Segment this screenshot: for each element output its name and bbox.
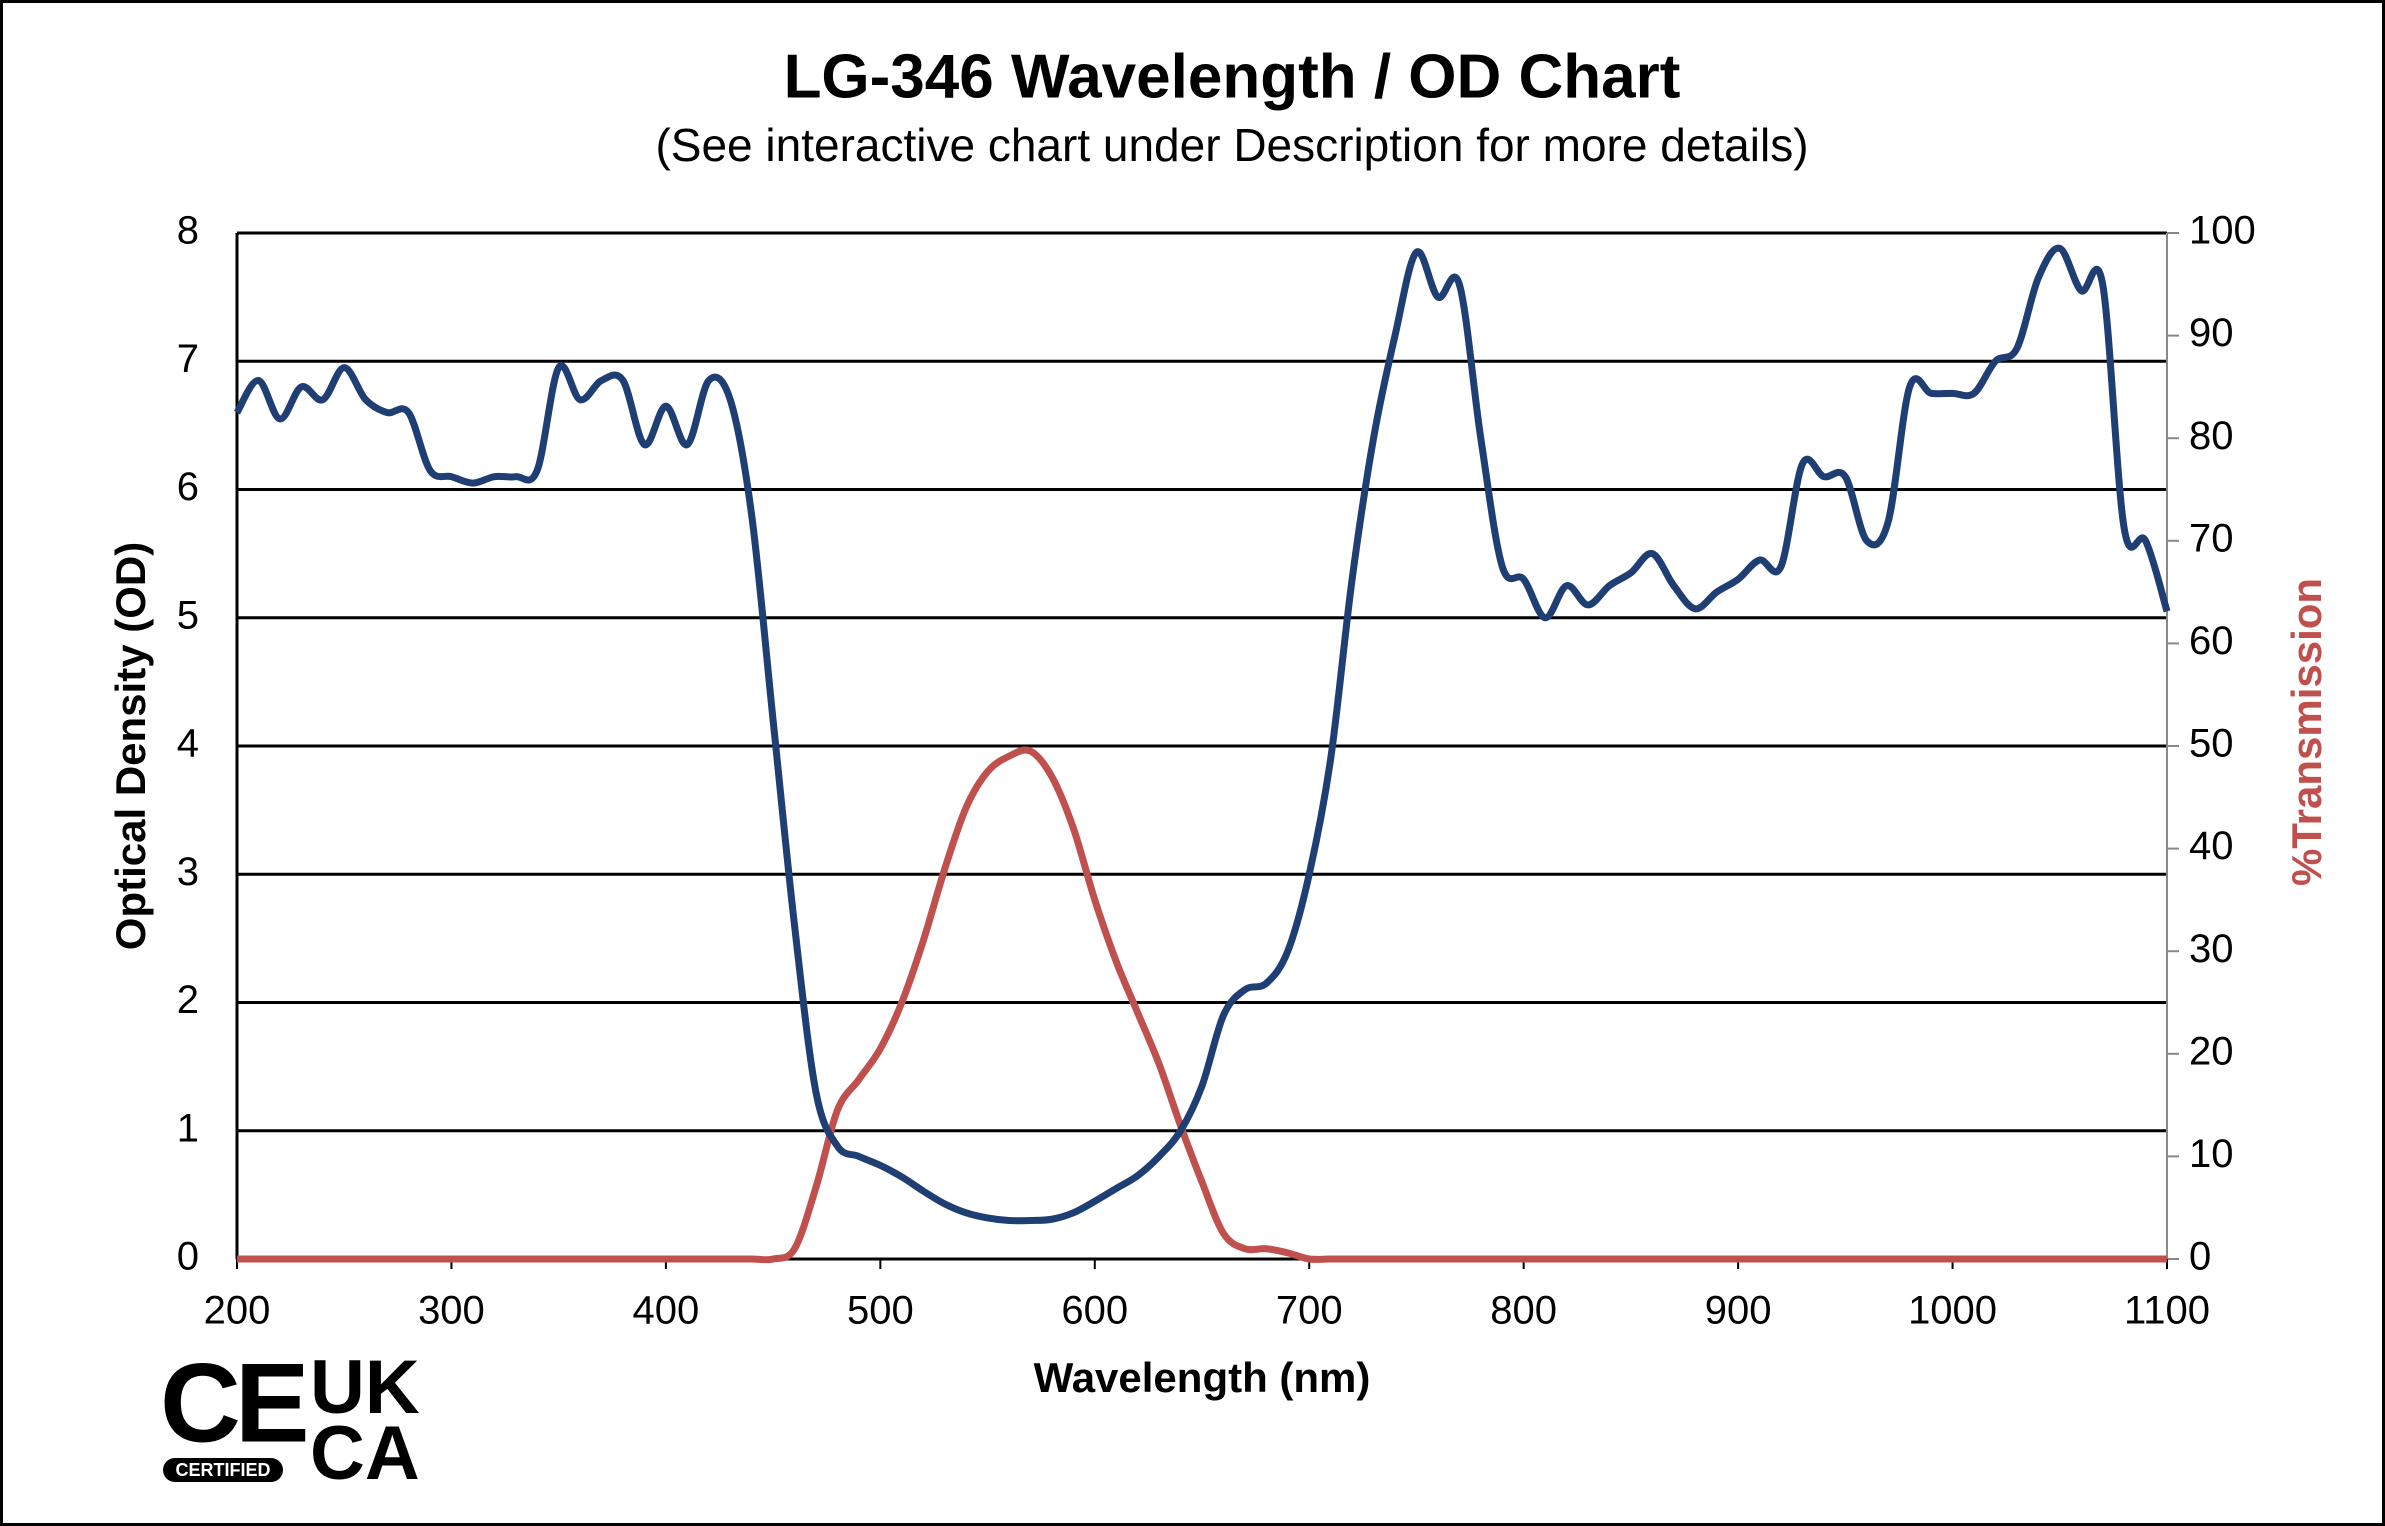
data-line xyxy=(236,746,2167,1264)
y-axis-label: Optical Density (OD) xyxy=(107,542,154,950)
logo-ca: CA xyxy=(310,1411,420,1496)
x-tick-label: 1000 xyxy=(1908,1289,1997,1333)
logo-certified: CERTIFIED xyxy=(175,1460,270,1480)
y2-tick-label: 10 xyxy=(2189,1132,2234,1176)
x-tick-label: 200 xyxy=(204,1289,271,1333)
y2-axis-label: %Transmission xyxy=(2283,578,2330,886)
y2-tick-label: 90 xyxy=(2189,311,2234,355)
logo-ce: CE xyxy=(160,1341,306,1466)
y2-tick-label: 100 xyxy=(2189,209,2256,253)
y-tick-label: 2 xyxy=(177,978,199,1022)
y-tick-label: 8 xyxy=(177,209,199,253)
y-tick-label: 5 xyxy=(177,593,199,637)
x-tick-label: 600 xyxy=(1061,1289,1128,1333)
y-tick-label: 0 xyxy=(177,1235,199,1279)
chart-subtitle: (See interactive chart under Description… xyxy=(655,119,1808,171)
y-tick-label: 7 xyxy=(177,337,199,381)
logo-uk: UK xyxy=(310,1345,420,1430)
y2-tick-label: 40 xyxy=(2189,824,2234,868)
y2-tick-label: 70 xyxy=(2189,516,2234,560)
x-axis-label: Wavelength (nm) xyxy=(1034,1354,1371,1401)
y2-tick-label: 0 xyxy=(2189,1235,2211,1279)
y2-tick-label: 80 xyxy=(2189,414,2234,458)
y-tick-label: 6 xyxy=(177,465,199,509)
data-line xyxy=(233,244,2171,1225)
y2-tick-label: 50 xyxy=(2189,722,2234,766)
chart-title: LG-346 Wavelength / OD Chart xyxy=(784,42,1681,111)
certification-logo: CE CERTIFIED UK CA xyxy=(160,1341,420,1497)
x-tick-label: 400 xyxy=(633,1289,700,1333)
x-tick-label: 900 xyxy=(1705,1289,1772,1333)
y-tick-label: 4 xyxy=(177,722,199,766)
y-tick-label: 3 xyxy=(177,850,199,894)
x-tick-label: 1100 xyxy=(2124,1289,2210,1333)
y-tick-label: 1 xyxy=(177,1106,199,1150)
x-tick-label: 700 xyxy=(1276,1289,1343,1333)
logo-badge xyxy=(163,1458,283,1482)
y2-tick-label: 30 xyxy=(2189,927,2234,971)
y2-tick-label: 20 xyxy=(2189,1029,2234,1073)
x-tick-label: 300 xyxy=(418,1289,485,1333)
x-tick-label: 500 xyxy=(847,1289,914,1333)
x-tick-label: 800 xyxy=(1490,1289,1557,1333)
y2-tick-label: 60 xyxy=(2189,619,2234,663)
